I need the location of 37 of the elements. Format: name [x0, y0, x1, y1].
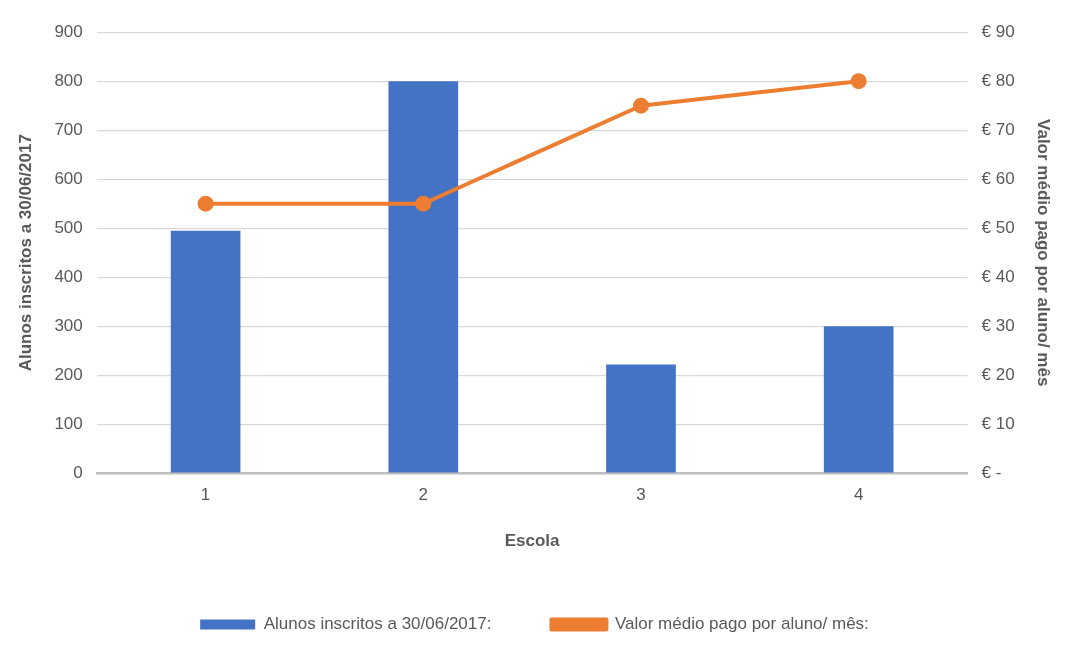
x-axis-title: Escola [504, 531, 561, 551]
y2-tick-label: € 60 [981, 168, 1015, 188]
x-tick-label: 2 [418, 485, 429, 505]
x-tick-label: 4 [853, 485, 864, 505]
point [415, 195, 432, 212]
y-tick-label: 700 [54, 119, 83, 139]
legend-label: Valor médio pago por aluno/ mês: [614, 614, 869, 634]
y2-tick-label: € - [981, 462, 1002, 482]
point [632, 97, 649, 114]
x-tick-label: 3 [636, 485, 646, 505]
y2-tick-label: € 50 [981, 217, 1015, 237]
y2-tick-label: € 10 [981, 413, 1015, 433]
y-tick-label: 600 [54, 168, 83, 188]
y-tick-label: 300 [54, 315, 83, 335]
y-tick-label: 200 [54, 364, 83, 384]
bar [388, 81, 459, 473]
y-axis-title: Alunos inscritos a 30/06/2017 [15, 134, 35, 372]
y-tick-label: 800 [54, 70, 83, 90]
y2-tick-label: € 90 [981, 21, 1015, 41]
y2-tick-label: € 30 [981, 315, 1015, 335]
y2-tick-label: € 20 [981, 364, 1015, 384]
y-tick-label: 100 [54, 413, 83, 433]
y2-tick-label: € 80 [981, 70, 1015, 90]
point [197, 195, 214, 212]
y-tick-label: 400 [54, 266, 83, 286]
bar [606, 364, 676, 473]
bar [170, 230, 241, 473]
y-tick-label: 0 [73, 462, 83, 482]
bar [823, 326, 894, 473]
point [850, 73, 867, 90]
y2-tick-label: € 40 [981, 266, 1015, 286]
legend-label: Alunos inscritos a 30/06/2017: [263, 614, 492, 634]
y-tick-label: 500 [54, 217, 83, 237]
x-tick-label: 1 [200, 485, 211, 505]
y2-axis-title: Valor médio pago por aluno/ mês [1034, 119, 1054, 387]
y-tick-label: 900 [54, 21, 83, 41]
y2-tick-label: € 70 [981, 119, 1015, 139]
